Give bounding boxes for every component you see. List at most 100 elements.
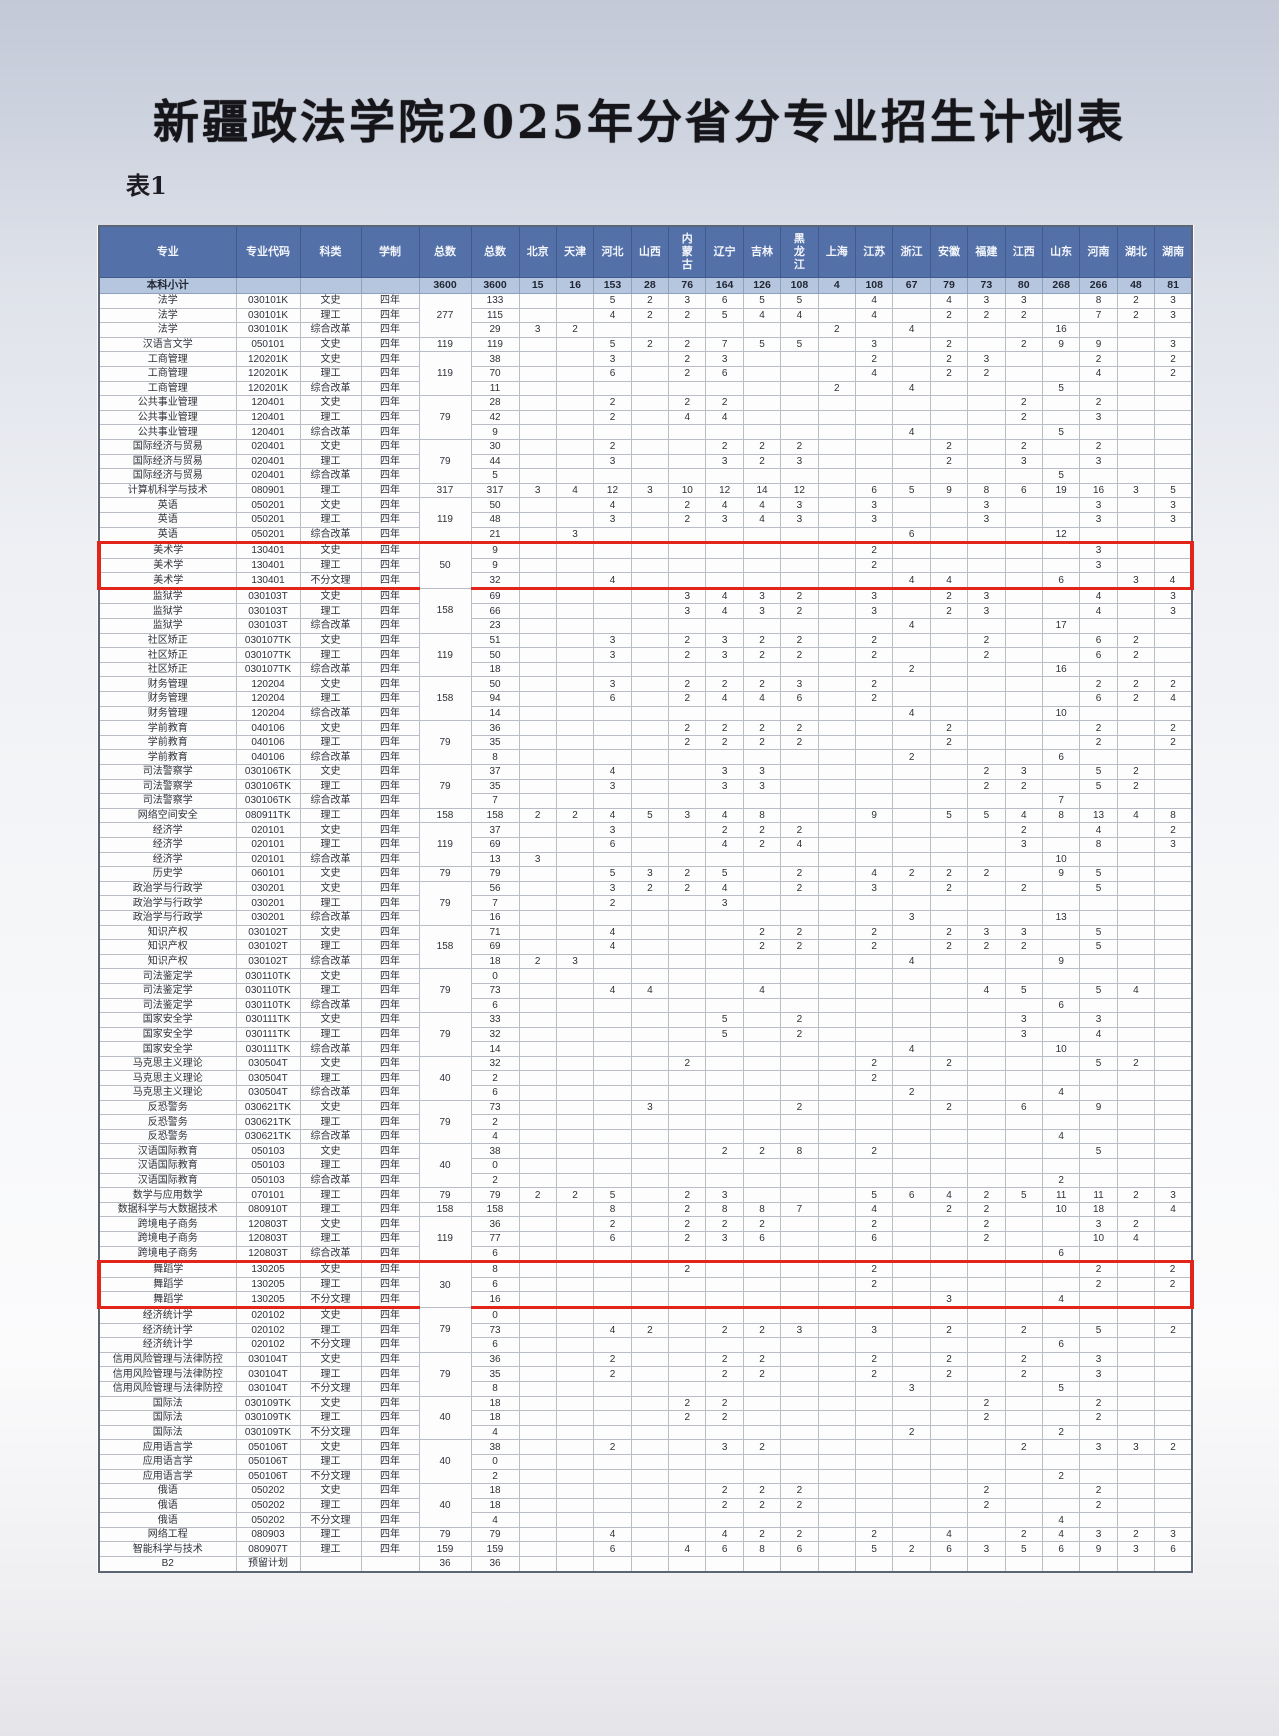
cell-province-value (929, 1143, 969, 1160)
cell-province-value: 13 (1079, 807, 1118, 824)
cell-province-value (518, 968, 557, 984)
cell-province-value: 2 (555, 1187, 595, 1203)
cell-province-value (518, 424, 557, 440)
cell-major: 美术学 (97, 557, 237, 574)
cell-code: 050103 (235, 1172, 301, 1189)
cell-province-value (1004, 1276, 1043, 1293)
cell-duration: 四年 (360, 541, 420, 559)
cell-category: 文史 (299, 587, 362, 605)
cell-province-value (630, 438, 670, 455)
cell-province-value (518, 647, 557, 663)
cell-province-value (742, 953, 782, 970)
cell-province-value: 2 (1116, 1187, 1156, 1203)
cell-province-value (742, 1424, 782, 1441)
cell-code: 020102 (235, 1322, 301, 1339)
cell-province-value (593, 909, 632, 926)
cell-province-value: 3 (1154, 336, 1193, 353)
cell-province-value: 4 (1041, 1291, 1081, 1309)
cell-province-value: 5 (1004, 982, 1043, 999)
cell-province-value (1154, 1366, 1193, 1382)
cell-province-value: 3 (742, 587, 782, 605)
cell-province-value (929, 395, 969, 411)
cell-province-value (742, 749, 782, 765)
cell-province-value (518, 511, 557, 528)
cell-province-value (1154, 1085, 1193, 1101)
cell-province-value (1041, 1395, 1081, 1412)
cell-province-value: 2 (1004, 880, 1043, 897)
cell-province-value: 19 (1041, 482, 1081, 499)
col-header-province: 吉林 (742, 225, 782, 278)
cell-province-value (929, 497, 969, 513)
cell-province-value (1154, 1380, 1193, 1397)
cell-province-value (1154, 705, 1193, 722)
cell-province-value: 5 (967, 807, 1006, 824)
cell-province-value (817, 336, 857, 353)
cell-province-value (705, 705, 744, 722)
cell-province-value (929, 1483, 969, 1499)
cell-province-value (967, 1099, 1006, 1116)
cell-province-value (593, 468, 632, 484)
cell-province-value (817, 557, 857, 574)
cell-province-value (780, 1260, 819, 1278)
cell-province-value (1116, 793, 1156, 809)
cell-category: 不分文理 (299, 1424, 362, 1441)
cell-province-value (593, 1260, 632, 1278)
cell-province-value (742, 909, 782, 926)
cell-province-value (1116, 1114, 1156, 1130)
cell-province-value (892, 1276, 931, 1293)
cell-province-value (967, 1322, 1006, 1339)
cell-province-value (1079, 1085, 1118, 1101)
cell-province-value (929, 1439, 969, 1455)
cell-province-value (518, 1526, 557, 1543)
subtotal-province-value: 4 (817, 277, 857, 294)
cell-province-value: 2 (929, 1201, 969, 1218)
cell-province-value: 3 (593, 453, 632, 470)
cell-province-value: 5 (1079, 778, 1118, 795)
cell-province-value (1041, 541, 1081, 559)
cell-province-value: 5 (630, 807, 670, 824)
cell-province-value: 16 (1041, 322, 1081, 338)
cell-duration: 四年 (360, 1512, 420, 1528)
cell-province-value (668, 661, 707, 678)
cell-code: 030621TK (235, 1099, 301, 1116)
cell-duration: 四年 (360, 909, 420, 926)
cell-province-value: 3 (1116, 1439, 1156, 1455)
cell-province-value (705, 618, 744, 634)
cell-group-total: 79 (418, 866, 472, 882)
cell-province-value (1041, 1099, 1081, 1116)
cell-province-value (1154, 953, 1193, 970)
cell-total: 18 (470, 1410, 520, 1426)
cell-duration: 四年 (360, 1245, 420, 1263)
cell-province-value (742, 1245, 782, 1263)
cell-province-value (855, 1306, 894, 1324)
cell-province-value (1116, 720, 1156, 736)
table-row: 应用语言学 050106T 不分文理 四年 2 2 (98, 1468, 1193, 1485)
cell-code: 020101 (235, 836, 301, 853)
cell-code: 130205 (235, 1260, 301, 1278)
cell-province-value (668, 953, 707, 970)
cell-province-value: 5 (705, 866, 744, 882)
cell-province-value (892, 497, 931, 513)
cell-province-value: 2 (780, 632, 819, 649)
cell-province-value (668, 997, 707, 1014)
cell-province-value: 2 (780, 1012, 819, 1028)
cell-category: 综合改革 (299, 851, 362, 868)
cell-province-value: 4 (892, 1041, 931, 1057)
cell-province-value: 4 (780, 836, 819, 853)
table-row: 反恐警务 030621TK 综合改革 四年 4 4 (98, 1128, 1193, 1145)
cell-province-value: 2 (929, 307, 969, 324)
cell-duration: 四年 (360, 453, 420, 470)
cell-duration: 四年 (360, 293, 420, 309)
cell-province-value: 4 (593, 924, 632, 941)
cell-province-value (855, 1026, 894, 1043)
cell-province-value (1079, 851, 1118, 868)
cell-province-value: 2 (1116, 1526, 1156, 1543)
cell-province-value (967, 749, 1006, 765)
cell-province-value (518, 1012, 557, 1028)
cell-province-value (1041, 557, 1081, 574)
table-row: 反恐警务 030621TK 文史 四年 79 73 3 2 2 6 9 (98, 1099, 1193, 1145)
cell-province-value: 3 (967, 497, 1006, 513)
cell-province-value (892, 924, 931, 941)
cell-province-value: 5 (593, 293, 632, 309)
cell-province-value (817, 1351, 857, 1368)
